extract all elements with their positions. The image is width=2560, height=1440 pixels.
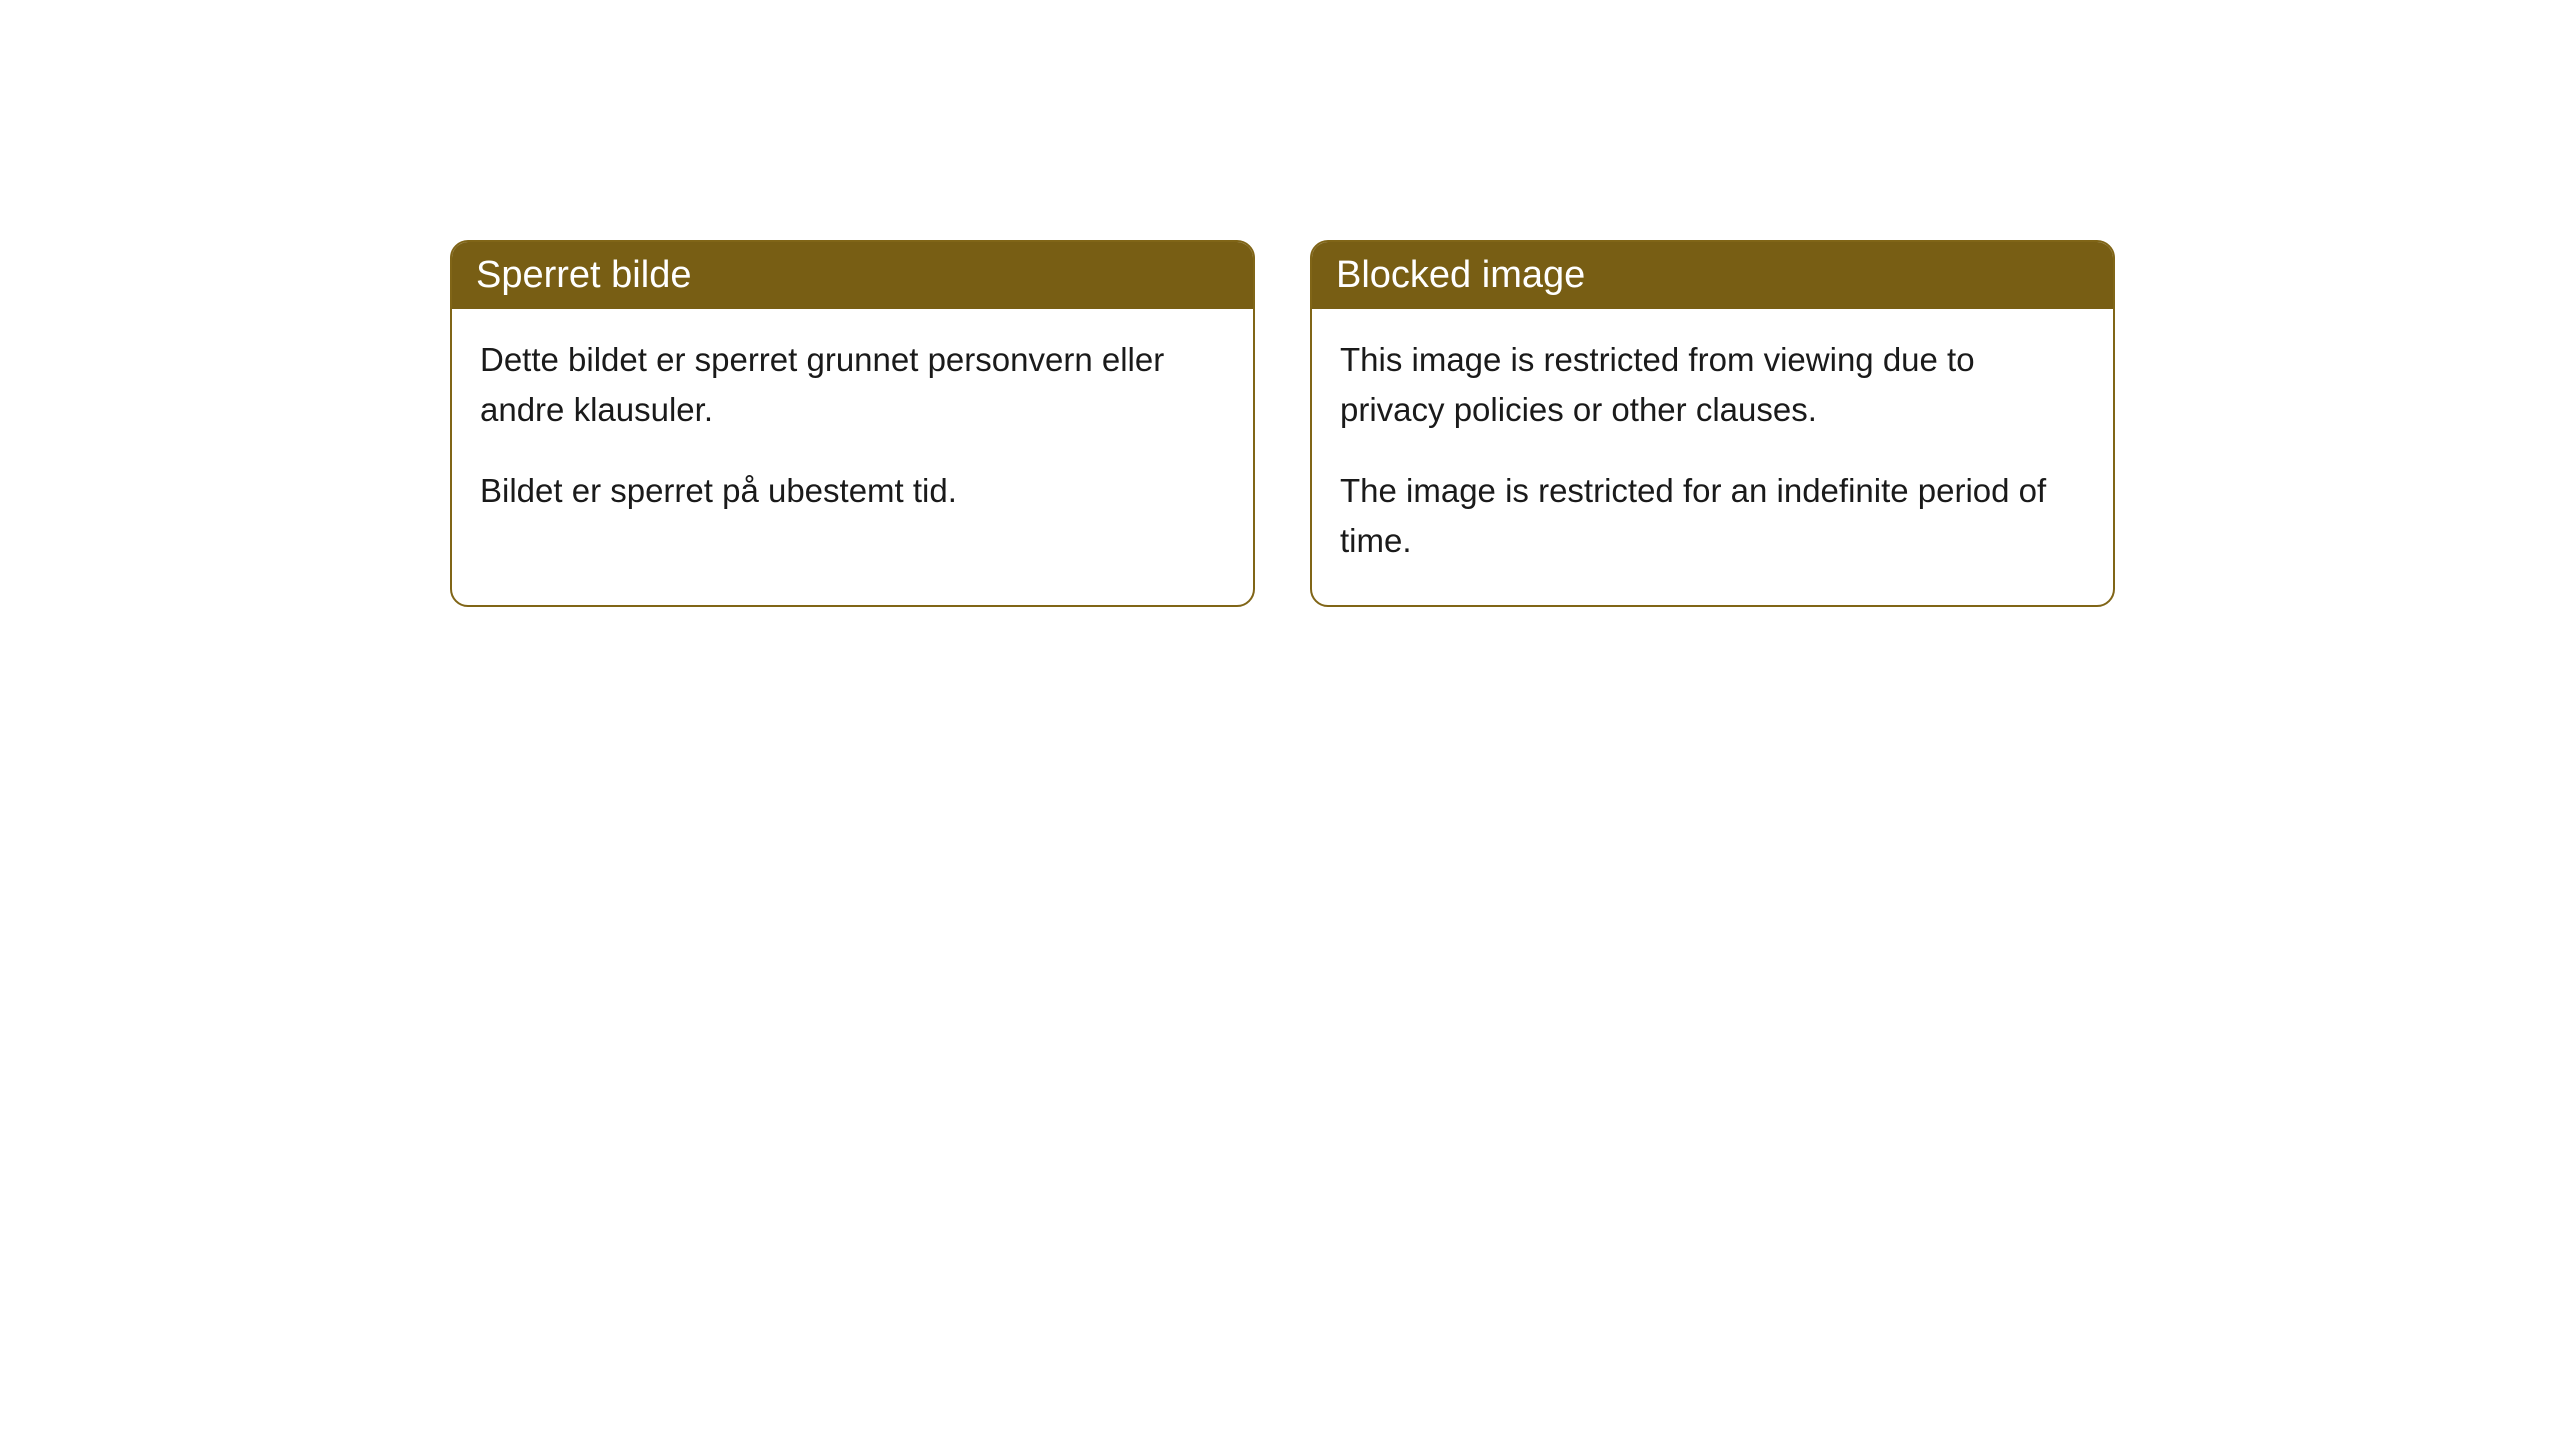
notice-paragraph: Dette bildet er sperret grunnet personve… — [480, 335, 1225, 434]
notice-paragraph: This image is restricted from viewing du… — [1340, 335, 2085, 434]
notice-paragraph: The image is restricted for an indefinit… — [1340, 466, 2085, 565]
notice-paragraph: Bildet er sperret på ubestemt tid. — [480, 466, 1225, 516]
notice-body-no: Dette bildet er sperret grunnet personve… — [452, 309, 1253, 556]
notice-header-en: Blocked image — [1312, 242, 2113, 309]
notice-header-no: Sperret bilde — [452, 242, 1253, 309]
notice-box-en: Blocked image This image is restricted f… — [1310, 240, 2115, 607]
notice-body-en: This image is restricted from viewing du… — [1312, 309, 2113, 605]
notices-container: Sperret bilde Dette bildet er sperret gr… — [450, 240, 2115, 607]
notice-box-no: Sperret bilde Dette bildet er sperret gr… — [450, 240, 1255, 607]
